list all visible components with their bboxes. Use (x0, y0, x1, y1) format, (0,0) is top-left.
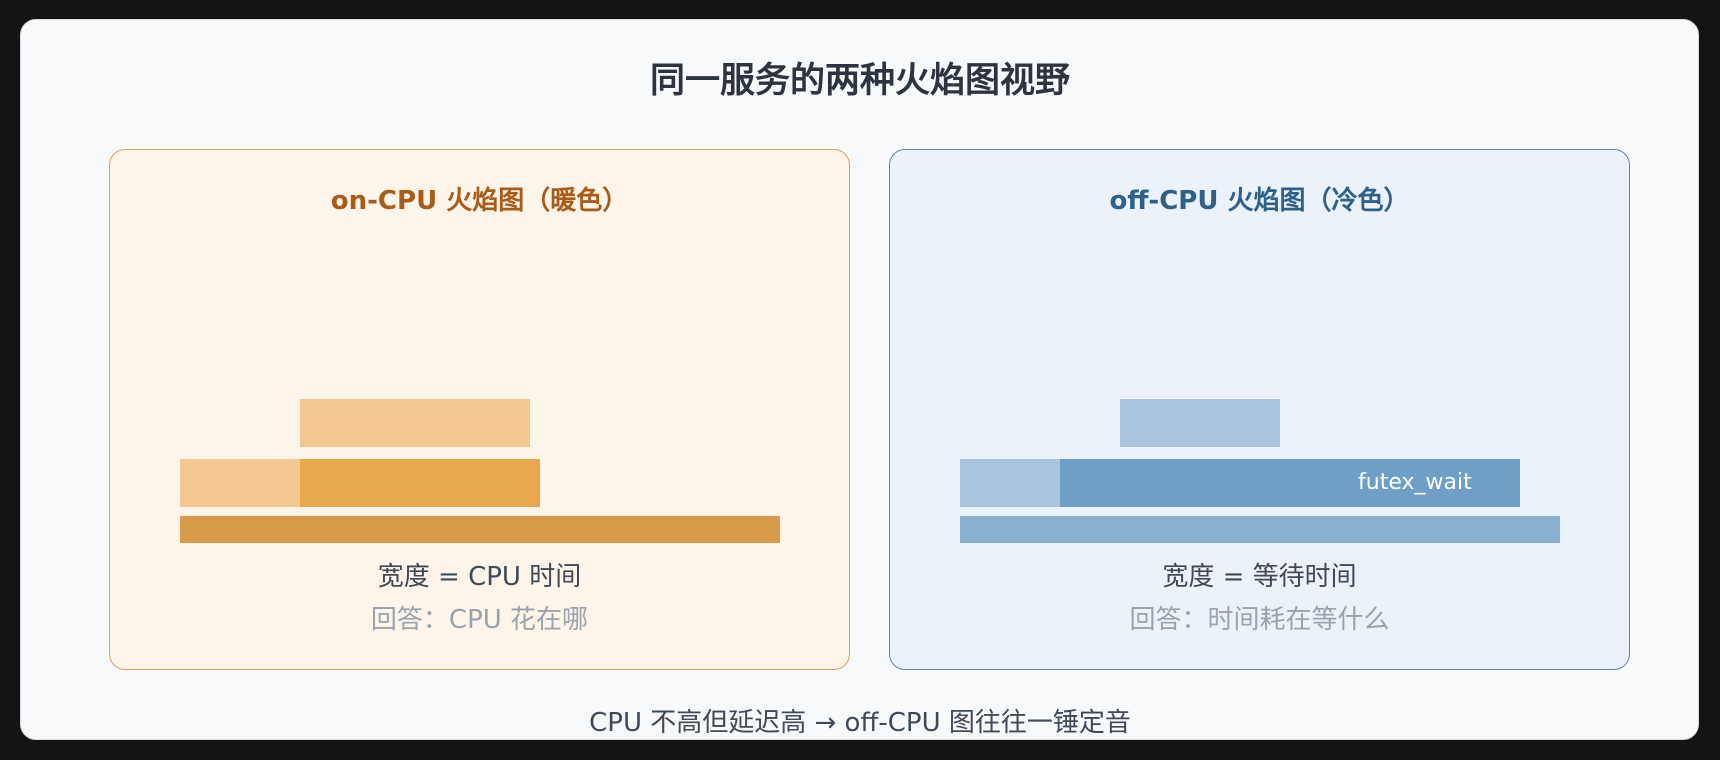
futex-wait-label: futex_wait (1358, 470, 1472, 495)
footer-note: CPU 不高但延迟高 → off-CPU 图往往一锤定音 (589, 708, 1131, 738)
on-cpu-subcaption: 回答：CPU 花在哪 (370, 605, 589, 635)
off-cpu-mid-left-frame (960, 459, 1060, 507)
on-cpu-panel-title: on-CPU 火焰图（暖色） (330, 186, 629, 216)
on-cpu-mid-left-frame (180, 459, 300, 507)
off-cpu-caption: 宽度 = 等待时间 (1162, 562, 1357, 592)
off-cpu-top-frame (1120, 399, 1280, 447)
on-cpu-top-frame (300, 399, 530, 447)
on-cpu-mid-frame (300, 459, 540, 507)
off-cpu-futex-wait-frame: futex_wait (1060, 459, 1520, 507)
on-cpu-base-frame (180, 516, 780, 543)
off-cpu-subcaption: 回答：时间耗在等什么 (1129, 605, 1390, 635)
on-cpu-panel: on-CPU 火焰图（暖色） 宽度 = CPU 时间 回答：CPU 花在哪 (109, 149, 850, 670)
off-cpu-panel-title: off-CPU 火焰图（冷色） (1109, 186, 1410, 216)
off-cpu-panel: off-CPU 火焰图（冷色） futex_wait 宽度 = 等待时间 回答：… (889, 149, 1630, 670)
off-cpu-base-frame (960, 516, 1560, 543)
on-cpu-caption: 宽度 = CPU 时间 (377, 562, 582, 592)
page-title: 同一服务的两种火焰图视野 (649, 61, 1070, 101)
